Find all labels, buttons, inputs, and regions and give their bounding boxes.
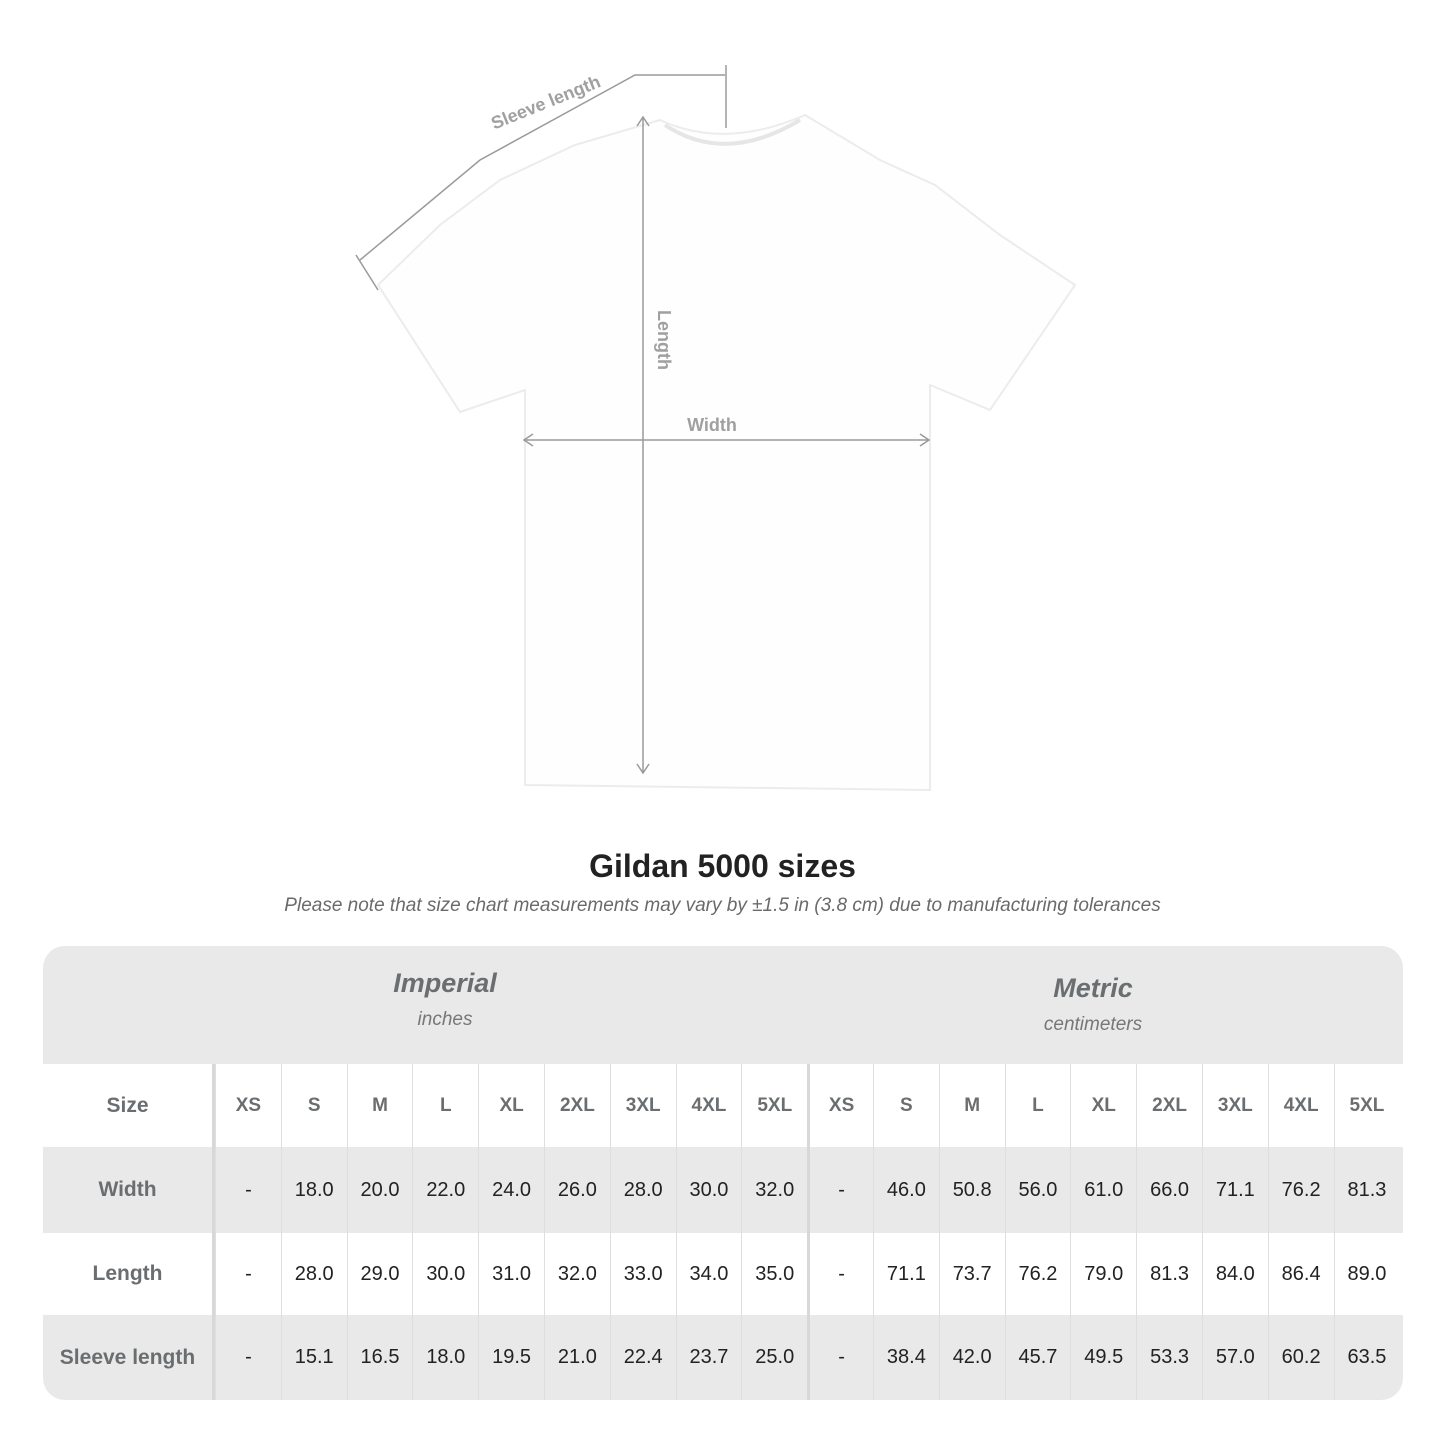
imperial-value: 25.0 xyxy=(741,1315,807,1400)
metric-size-0: XS xyxy=(807,1064,873,1147)
metric-value: - xyxy=(807,1147,873,1233)
imperial-value: 22.4 xyxy=(609,1315,676,1400)
imperial-size-2: M xyxy=(346,1064,413,1147)
metric-value: 60.2 xyxy=(1267,1315,1334,1400)
row-label: Sleeve length xyxy=(43,1315,215,1400)
imperial-value: 20.0 xyxy=(346,1147,413,1233)
imperial-value: 35.0 xyxy=(741,1233,807,1315)
metric-size-8: 5XL xyxy=(1333,1064,1400,1147)
metric-size-1: S xyxy=(872,1064,939,1147)
imperial-header: Imperial inches xyxy=(217,968,673,1031)
imperial-size-3: L xyxy=(412,1064,478,1147)
row-label: Width xyxy=(43,1147,215,1233)
imperial-value: 15.1 xyxy=(280,1315,347,1400)
imperial-unit: inches xyxy=(417,1009,473,1030)
metric-value: 57.0 xyxy=(1201,1315,1268,1400)
metric-size-4: XL xyxy=(1070,1064,1136,1147)
metric-value: 71.1 xyxy=(1201,1147,1268,1233)
metric-size-3: L xyxy=(1004,1064,1071,1147)
imperial-value: 30.0 xyxy=(675,1147,742,1233)
metric-value: - xyxy=(807,1233,873,1315)
metric-unit: centimeters xyxy=(1043,1014,1143,1035)
metric-size-5: 2XL xyxy=(1136,1064,1202,1147)
collar xyxy=(663,118,802,146)
metric-value: 73.7 xyxy=(938,1233,1005,1315)
imperial-size-5: 2XL xyxy=(543,1064,610,1147)
imperial-value: 34.0 xyxy=(675,1233,742,1315)
imperial-value: 22.0 xyxy=(412,1147,478,1233)
metric-value: 81.3 xyxy=(1333,1147,1400,1233)
imperial-value: 21.0 xyxy=(543,1315,610,1400)
metric-value: 66.0 xyxy=(1136,1147,1202,1233)
imperial-value: 28.0 xyxy=(609,1147,676,1233)
metric-value: 56.0 xyxy=(1004,1147,1071,1233)
metric-size-7: 4XL xyxy=(1267,1064,1334,1147)
imperial-title: Imperial xyxy=(393,968,497,998)
tshirt-diagram: Sleeve length Length Width xyxy=(355,65,1077,792)
imperial-size-4: XL xyxy=(478,1064,544,1147)
metric-header: Metric centimeters xyxy=(810,973,1376,1036)
metric-value: 79.0 xyxy=(1070,1233,1136,1315)
tshirt-shape xyxy=(376,113,1077,792)
table-row: Width -18.0 20.0 22.0 24.0 26.0 28.0 30.0 32.0-4… xyxy=(43,1147,1403,1233)
tolerance-note: Please note that size chart measurements… xyxy=(284,895,1161,916)
size-header-label: Size xyxy=(43,1064,215,1147)
metric-value: 89.0 xyxy=(1333,1233,1400,1315)
metric-value: 81.3 xyxy=(1136,1233,1202,1315)
imperial-size-0: XS xyxy=(215,1064,281,1147)
imperial-value: 16.5 xyxy=(346,1315,413,1400)
imperial-value: 24.0 xyxy=(478,1147,544,1233)
metric-value: 38.4 xyxy=(872,1315,939,1400)
metric-value: 61.0 xyxy=(1070,1147,1136,1233)
imperial-size-7: 4XL xyxy=(675,1064,742,1147)
measure-lines xyxy=(355,65,931,775)
imperial-value: 29.0 xyxy=(346,1233,413,1315)
imperial-value: 26.0 xyxy=(543,1147,610,1233)
imperial-value: - xyxy=(215,1147,281,1233)
metric-value: 45.7 xyxy=(1004,1315,1071,1400)
page-title: Gildan 5000 sizes xyxy=(589,848,856,884)
metric-size-2: M xyxy=(938,1064,1005,1147)
metric-value: 84.0 xyxy=(1201,1233,1268,1315)
imperial-value: - xyxy=(215,1315,281,1400)
unit-header-band xyxy=(43,946,1403,1064)
imperial-size-6: 3XL xyxy=(609,1064,676,1147)
metric-value: - xyxy=(807,1315,873,1400)
imperial-value: 19.5 xyxy=(478,1315,544,1400)
width-label: Width xyxy=(687,415,737,435)
length-label: Length xyxy=(654,310,674,370)
metric-value: 71.1 xyxy=(872,1233,939,1315)
imperial-value: 18.0 xyxy=(412,1315,478,1400)
metric-value: 50.8 xyxy=(938,1147,1005,1233)
imperial-value: 33.0 xyxy=(609,1233,676,1315)
imperial-value: 32.0 xyxy=(741,1147,807,1233)
metric-value: 76.2 xyxy=(1267,1147,1334,1233)
imperial-value: 31.0 xyxy=(478,1233,544,1315)
table-row: Sleeve length -15.1 16.5 18.0 19.5 21.0 22.4 23… xyxy=(43,1315,1403,1400)
table-row: Length -28.0 29.0 30.0 31.0 32.0 33.0 34.0 35.0-… xyxy=(43,1233,1403,1315)
imperial-value: 28.0 xyxy=(280,1233,347,1315)
metric-value: 76.2 xyxy=(1004,1233,1071,1315)
metric-value: 46.0 xyxy=(872,1147,939,1233)
imperial-value: 18.0 xyxy=(280,1147,347,1233)
imperial-size-1: S xyxy=(280,1064,347,1147)
metric-value: 63.5 xyxy=(1333,1315,1400,1400)
size-header-row: Size XS S M L XL 2XL 3XL 4XL 5XL XS S M L XL 2XL 3XL 4XL 5… xyxy=(43,1064,1403,1147)
metric-title: Metric xyxy=(1053,973,1133,1003)
row-label: Length xyxy=(43,1233,215,1315)
imperial-size-8: 5XL xyxy=(741,1064,807,1147)
imperial-value: - xyxy=(215,1233,281,1315)
metric-value: 42.0 xyxy=(938,1315,1005,1400)
size-table: Imperial inches Metric centimeters Size X… xyxy=(43,946,1403,1400)
imperial-value: 23.7 xyxy=(675,1315,742,1400)
metric-value: 53.3 xyxy=(1136,1315,1202,1400)
metric-value: 49.5 xyxy=(1070,1315,1136,1400)
metric-value: 86.4 xyxy=(1267,1233,1334,1315)
imperial-value: 30.0 xyxy=(412,1233,478,1315)
imperial-value: 32.0 xyxy=(543,1233,610,1315)
metric-size-6: 3XL xyxy=(1201,1064,1268,1147)
